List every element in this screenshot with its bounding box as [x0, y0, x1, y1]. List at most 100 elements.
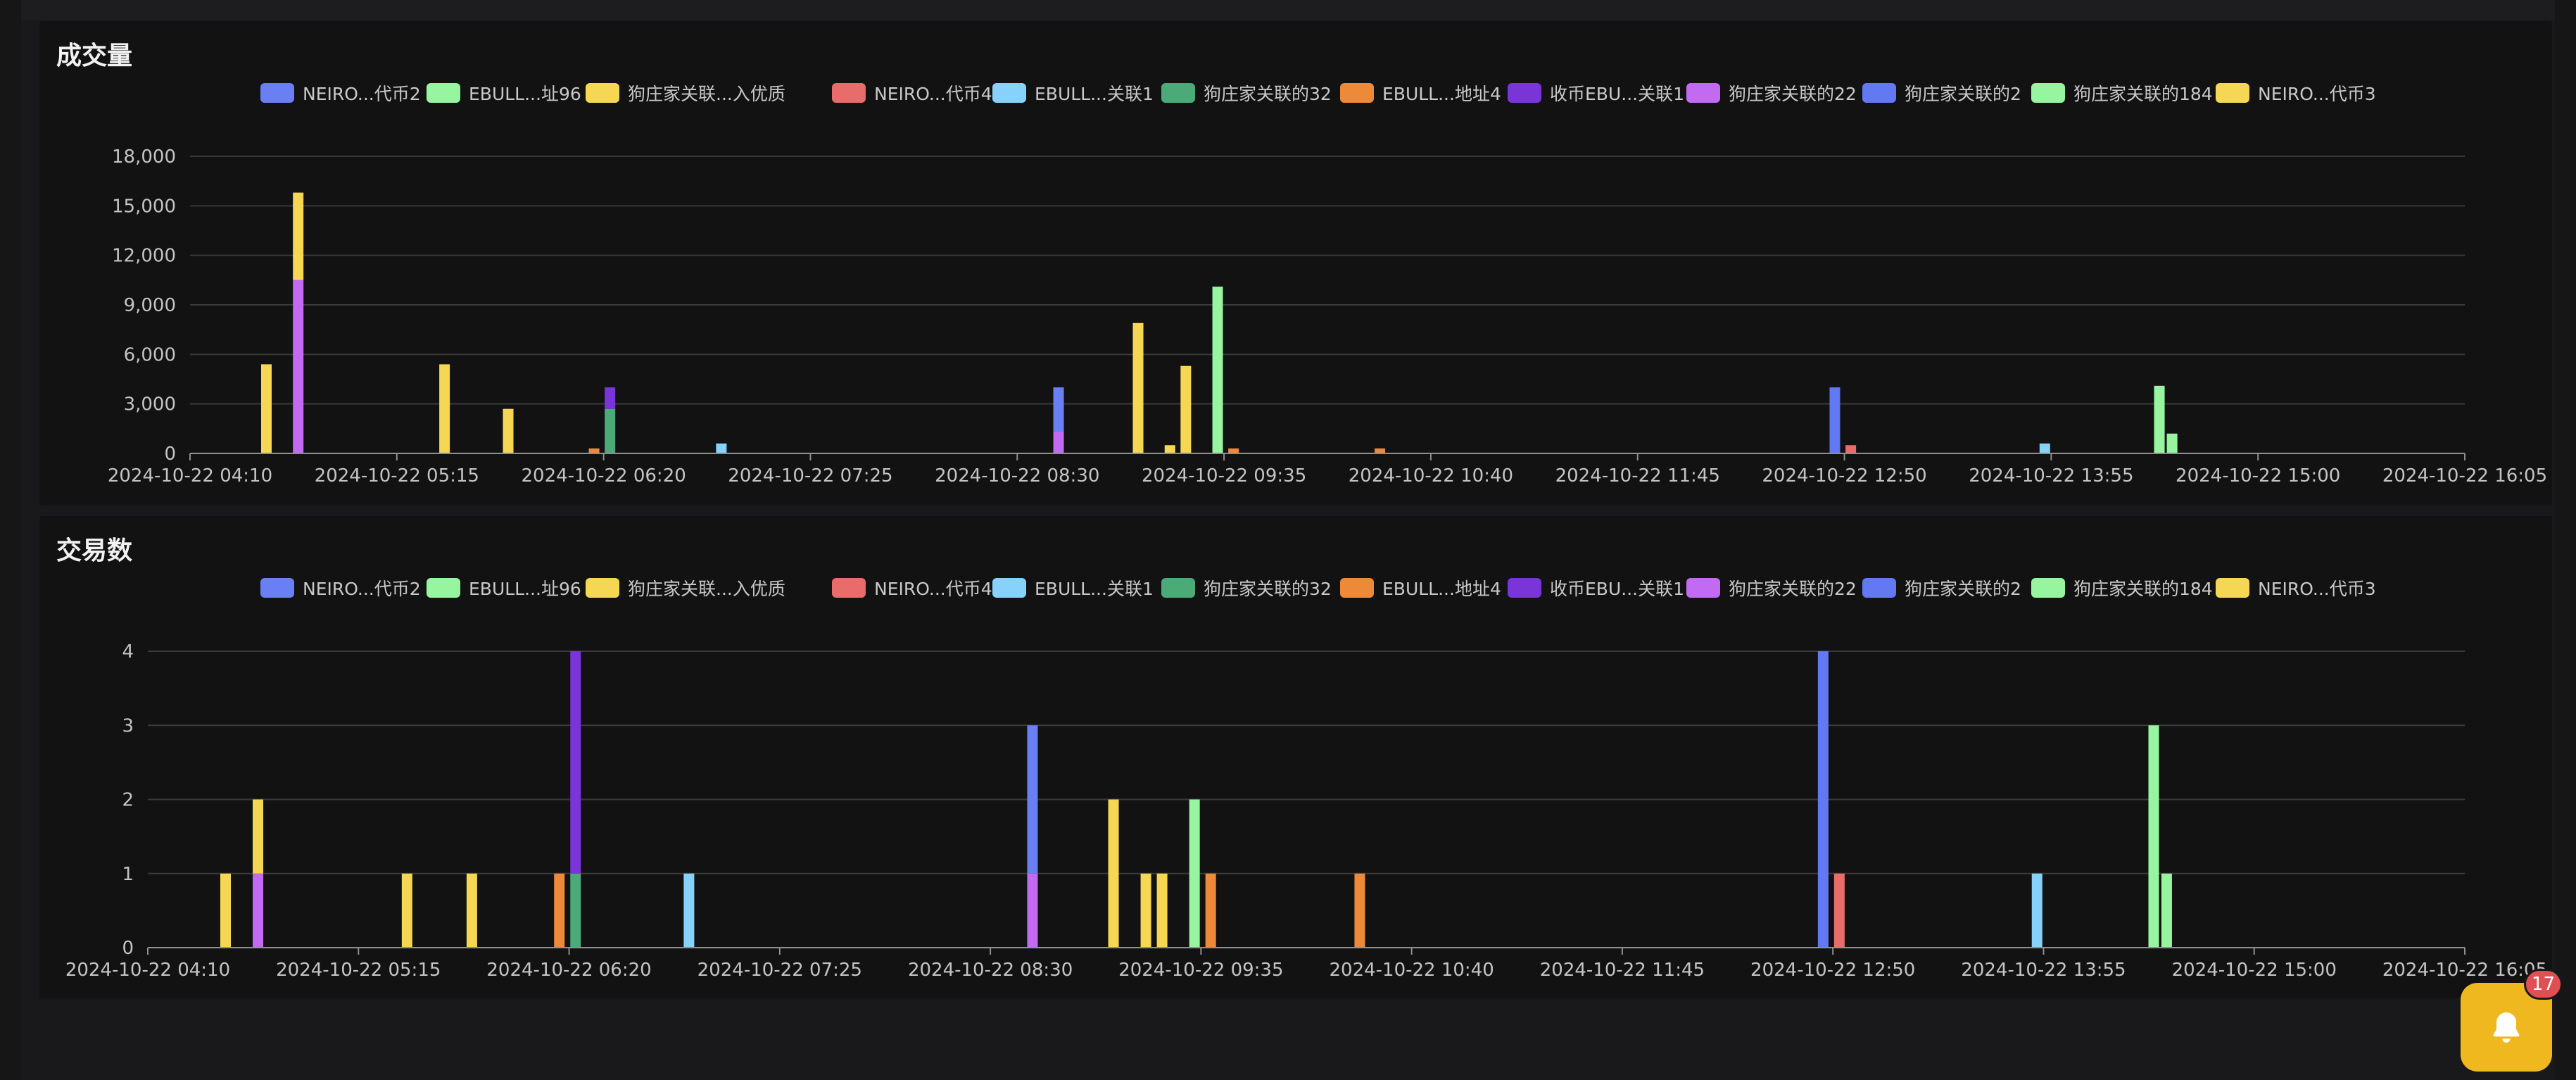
legend-label: 狗庄家关联的184 [2073, 579, 2213, 599]
bar-segment [1027, 873, 1038, 948]
legend-label: EBULL...关联1 [1035, 84, 1154, 104]
legend-swatch [992, 578, 1026, 598]
top-strip [0, 0, 2576, 20]
x-tick-label: 2024-10-22 09:35 [1118, 960, 1283, 981]
legend-swatch [1340, 83, 1374, 103]
legend-swatch [992, 83, 1026, 103]
bar-segment [1205, 873, 1216, 948]
y-tick-label: 15,000 [112, 196, 176, 217]
legend-label: 狗庄家关联的22 [1729, 84, 1857, 104]
legend-label: 狗庄家关联的2 [1905, 579, 2021, 599]
legend-label: EBULL...地址4 [1382, 84, 1501, 104]
y-tick-label: 2 [122, 790, 134, 811]
x-tick-label: 2024-10-22 05:15 [276, 960, 441, 981]
bar-segment [570, 651, 581, 874]
legend-swatch [1161, 83, 1195, 103]
y-tick-label: 3 [122, 715, 134, 736]
bell-icon [2493, 1012, 2520, 1043]
bar-segment [1164, 445, 1175, 453]
legend-item[interactable]: EBULL...地址4 [1340, 572, 1501, 603]
y-tick-label: 1 [122, 864, 134, 885]
legend-swatch [1508, 83, 1541, 103]
legend-item[interactable]: 狗庄家关联的32 [1161, 77, 1332, 108]
legend-swatch [1686, 578, 1720, 598]
bar-segment [466, 873, 477, 948]
bar-segment [2154, 385, 2165, 453]
x-tick-label: 2024-10-22 12:50 [1750, 960, 1915, 981]
legend-swatch [832, 83, 866, 103]
legend-item[interactable]: 狗庄家关联的2 [1862, 77, 2021, 108]
bar-segment [253, 873, 264, 948]
bar-segment [2166, 433, 2178, 453]
legend-item[interactable]: 狗庄家关联的22 [1686, 572, 1857, 603]
legend-item[interactable]: EBULL...地址4 [1340, 77, 1501, 108]
x-tick-label: 2024-10-22 07:25 [697, 960, 862, 981]
legend-label: 狗庄家关联的32 [1204, 84, 1332, 104]
bar-segment [605, 387, 616, 409]
bar-segment [1833, 873, 1845, 948]
legend-item[interactable]: NEIRO...代币3 [2216, 77, 2376, 108]
legend-item[interactable]: EBULL...关联1 [992, 77, 1154, 108]
x-tick-label: 2024-10-22 06:20 [521, 465, 686, 486]
legend-label: EBULL...址96 [469, 84, 581, 104]
legend-item[interactable]: EBULL...址96 [427, 572, 581, 603]
bar-segment [683, 873, 695, 948]
x-tick-label: 2024-10-22 11:45 [1555, 465, 1720, 486]
legend-swatch [1686, 83, 1720, 103]
legend-label: NEIRO...代币2 [303, 579, 421, 599]
bar-segment [1375, 448, 1386, 453]
x-tick-label: 2024-10-22 16:05 [2382, 465, 2547, 486]
notification-count-badge: 17 [2524, 969, 2563, 1000]
bar-segment [2161, 873, 2172, 948]
chart-title: 交易数 [56, 536, 133, 565]
legend-item[interactable]: 狗庄家关联的22 [1686, 77, 1857, 108]
legend-label: 狗庄家关联的32 [1204, 579, 1332, 599]
bar-segment [1132, 322, 1144, 453]
bar-segment [716, 443, 727, 453]
legend-label: 收币EBU...关联1 [1550, 84, 1684, 104]
legend-item[interactable]: NEIRO...代币2 [260, 572, 421, 603]
y-tick-label: 0 [122, 938, 134, 959]
legend-item[interactable]: 狗庄家关联的184 [2031, 77, 2213, 108]
legend-item[interactable]: NEIRO...代币2 [260, 77, 421, 108]
legend-label: 狗庄家关联的184 [2073, 84, 2213, 104]
legend-swatch [2031, 578, 2065, 598]
legend-swatch [260, 83, 294, 103]
bar-segment [1180, 365, 1192, 453]
legend-item[interactable]: NEIRO...代币4 [832, 77, 992, 108]
bar-segment [401, 873, 412, 948]
legend-label: 狗庄家关联...入优质 [628, 84, 785, 104]
bar-segment [2039, 443, 2050, 453]
legend-label: NEIRO...代币2 [303, 84, 421, 104]
legend-item[interactable]: 狗庄家关联的32 [1161, 572, 1332, 603]
legend-item[interactable]: EBULL...关联1 [992, 572, 1154, 603]
bar-segment [1845, 445, 1857, 453]
bar-segment [1189, 799, 1200, 948]
legend-item[interactable]: 狗庄家关联的2 [1862, 572, 2021, 603]
bar-segment [1053, 387, 1064, 432]
volume-chart-panel: 成交量 NEIRO...代币2 EBULL...址96 狗庄家关联...入优质 NEI… [39, 21, 2552, 506]
x-tick-label: 2024-10-22 05:15 [315, 465, 479, 486]
bar-segment [1053, 432, 1064, 453]
bar-segment [605, 408, 616, 453]
x-tick-label: 2024-10-22 04:10 [108, 465, 272, 486]
bar-segment [503, 408, 514, 453]
legend-item[interactable]: 收币EBU...关联1 [1508, 572, 1684, 603]
legend-item[interactable]: NEIRO...代币4 [832, 572, 992, 603]
bar-segment [1212, 287, 1223, 453]
legend-item[interactable]: 狗庄家关联的184 [2031, 572, 2213, 603]
legend-label: 狗庄家关联...入优质 [628, 579, 785, 599]
x-tick-label: 2024-10-22 06:20 [486, 960, 651, 981]
bar-segment [260, 364, 272, 453]
legend-item[interactable]: 收币EBU...关联1 [1508, 77, 1684, 108]
bar-segment [220, 873, 232, 948]
legend-item[interactable]: NEIRO...代币3 [2216, 572, 2376, 603]
legend-swatch [586, 83, 619, 103]
legend-label: NEIRO...代币4 [874, 84, 992, 104]
chart-legend: NEIRO...代币2 EBULL...址96 狗庄家关联...入优质 NEIRO..… [260, 572, 2376, 603]
legend-item[interactable]: 狗庄家关联...入优质 [586, 77, 785, 108]
legend-item[interactable]: EBULL...址96 [427, 77, 581, 108]
y-tick-label: 18,000 [112, 146, 176, 168]
legend-item[interactable]: 狗庄家关联...入优质 [586, 572, 785, 603]
bar-segment [1829, 387, 1841, 453]
